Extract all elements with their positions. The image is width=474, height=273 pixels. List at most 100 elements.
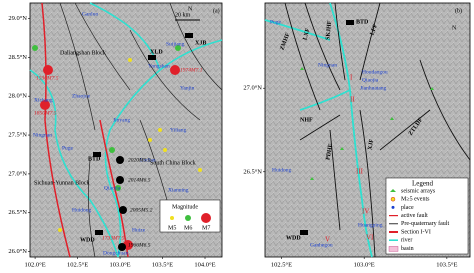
place: Huize [132, 227, 146, 233]
section: I [350, 74, 353, 82]
place: Huidong [272, 167, 292, 173]
panel-label: (a) [213, 7, 220, 14]
place: Yanjin [180, 85, 195, 91]
legend-item: basin [401, 246, 414, 252]
legend-title: Legend [412, 180, 433, 188]
place: Houdaogou [362, 69, 388, 75]
legend-marker [170, 216, 174, 220]
place: Huangping [358, 222, 383, 228]
event: 2020M5.0 [128, 157, 151, 163]
north: N [452, 25, 457, 31]
rivers-b [264, 2, 373, 258]
fault-label: LFF [370, 23, 380, 36]
place: Ningnan [33, 132, 52, 138]
place: Ganluo [82, 11, 98, 17]
event: 2014M6.5 [128, 176, 151, 183]
station-b [300, 230, 308, 235]
place: Yiliang [170, 127, 186, 133]
y-tick-label: 28.0°N [8, 93, 27, 100]
legend-marker [390, 189, 396, 192]
place: Ningnan [318, 62, 337, 68]
legend-item: M7 [202, 225, 210, 231]
event: 1974M7.1 [180, 66, 203, 73]
fault-label: XJF [367, 138, 375, 150]
station: XJB [195, 40, 206, 46]
fault-label: LXF [302, 27, 311, 40]
y-tick-label: 28.5°N [8, 54, 27, 61]
legend-marker [390, 196, 396, 202]
stations-a [93, 33, 193, 235]
legend-item: active fault [401, 212, 428, 219]
x-tick-label: 102.0°E [24, 261, 45, 268]
place: Qiaojia [104, 185, 121, 191]
station-b [346, 20, 354, 25]
place: Xichang [34, 97, 53, 103]
x-tick-label: 104.0°E [194, 261, 215, 268]
section: III [356, 168, 364, 176]
x-tick-label: 103.5°E [152, 261, 173, 268]
event: 1850M7.5 [34, 110, 57, 116]
legend-title: Magnitude [172, 204, 198, 210]
x-tick-label: 102.5°E [271, 261, 292, 268]
fault-label: SKJHF [325, 20, 333, 40]
place: Dongchuan [103, 250, 129, 256]
scale-label: 20 km [175, 12, 191, 18]
rivers-a [29, 2, 223, 258]
block: Sichuan-Yunnan Block [34, 180, 90, 186]
y-tick-label: 27.5°N [8, 132, 27, 139]
legend-item: river [401, 238, 412, 244]
x-tick-label: 103.0°E [354, 261, 375, 268]
block: South China Block [150, 160, 196, 166]
x-tick-label: 103.5°E [436, 261, 457, 268]
y-tick-label: 26.5°N [243, 168, 262, 175]
fault-label: ZMHF [280, 32, 292, 51]
legend-item: place [401, 205, 414, 211]
legend-item: M≥5 events [401, 197, 430, 203]
legend-item: Section I-VI [401, 229, 431, 235]
event: 1966M6.5 [128, 242, 151, 248]
place: Jianhuatang [360, 85, 387, 91]
section: IV [362, 208, 369, 216]
place: Huidong [72, 207, 92, 213]
place: Zhaojue [72, 93, 91, 99]
fault-label: NHF [300, 117, 313, 123]
legend-item: M5 [168, 225, 176, 231]
place: Ganhegou [310, 242, 333, 248]
station: XLD [150, 49, 163, 55]
place: Puge [62, 145, 74, 151]
station: BTD [88, 156, 101, 162]
y-tick-label: 27.0°N [8, 170, 27, 177]
place: Jinyang [113, 117, 130, 123]
section: V [325, 236, 330, 244]
station: BTD [356, 19, 369, 25]
faults-b [284, 2, 471, 258]
y-tick-label: 29.0°N [8, 15, 27, 22]
legend-item: Pre-quaternary fault [401, 220, 449, 227]
event: 1536M7.5 [36, 75, 59, 81]
x-tick-label: 102.5°E [67, 261, 88, 268]
legend-marker [391, 205, 395, 209]
panel-label: (b) [455, 7, 462, 14]
legend-item: seismic arrays [401, 188, 436, 194]
legend-marker [201, 213, 211, 223]
section: II [350, 96, 355, 104]
fault-label: PDHF [325, 143, 334, 160]
legend-b [385, 177, 469, 255]
event: 1733M7.5 [102, 235, 125, 241]
y-tick-label: 26.5°N [8, 209, 27, 216]
place: Qiaojia [362, 77, 379, 83]
section: VI [366, 234, 374, 242]
place: Yongshan [148, 63, 170, 69]
legend-marker [388, 246, 399, 252]
events-a [32, 45, 202, 251]
x-tick-label: 103.0°E [109, 261, 130, 268]
place: Puge [270, 19, 282, 25]
legend-item: M6 [184, 225, 192, 231]
station: WDD [286, 235, 301, 241]
y-tick-label: 27.0°N [243, 85, 262, 92]
block: Daliangshan Block [60, 50, 106, 56]
y-tick-label: 26.0°N [8, 248, 27, 255]
place: Xianning [168, 187, 189, 193]
station: WDD [80, 237, 95, 243]
